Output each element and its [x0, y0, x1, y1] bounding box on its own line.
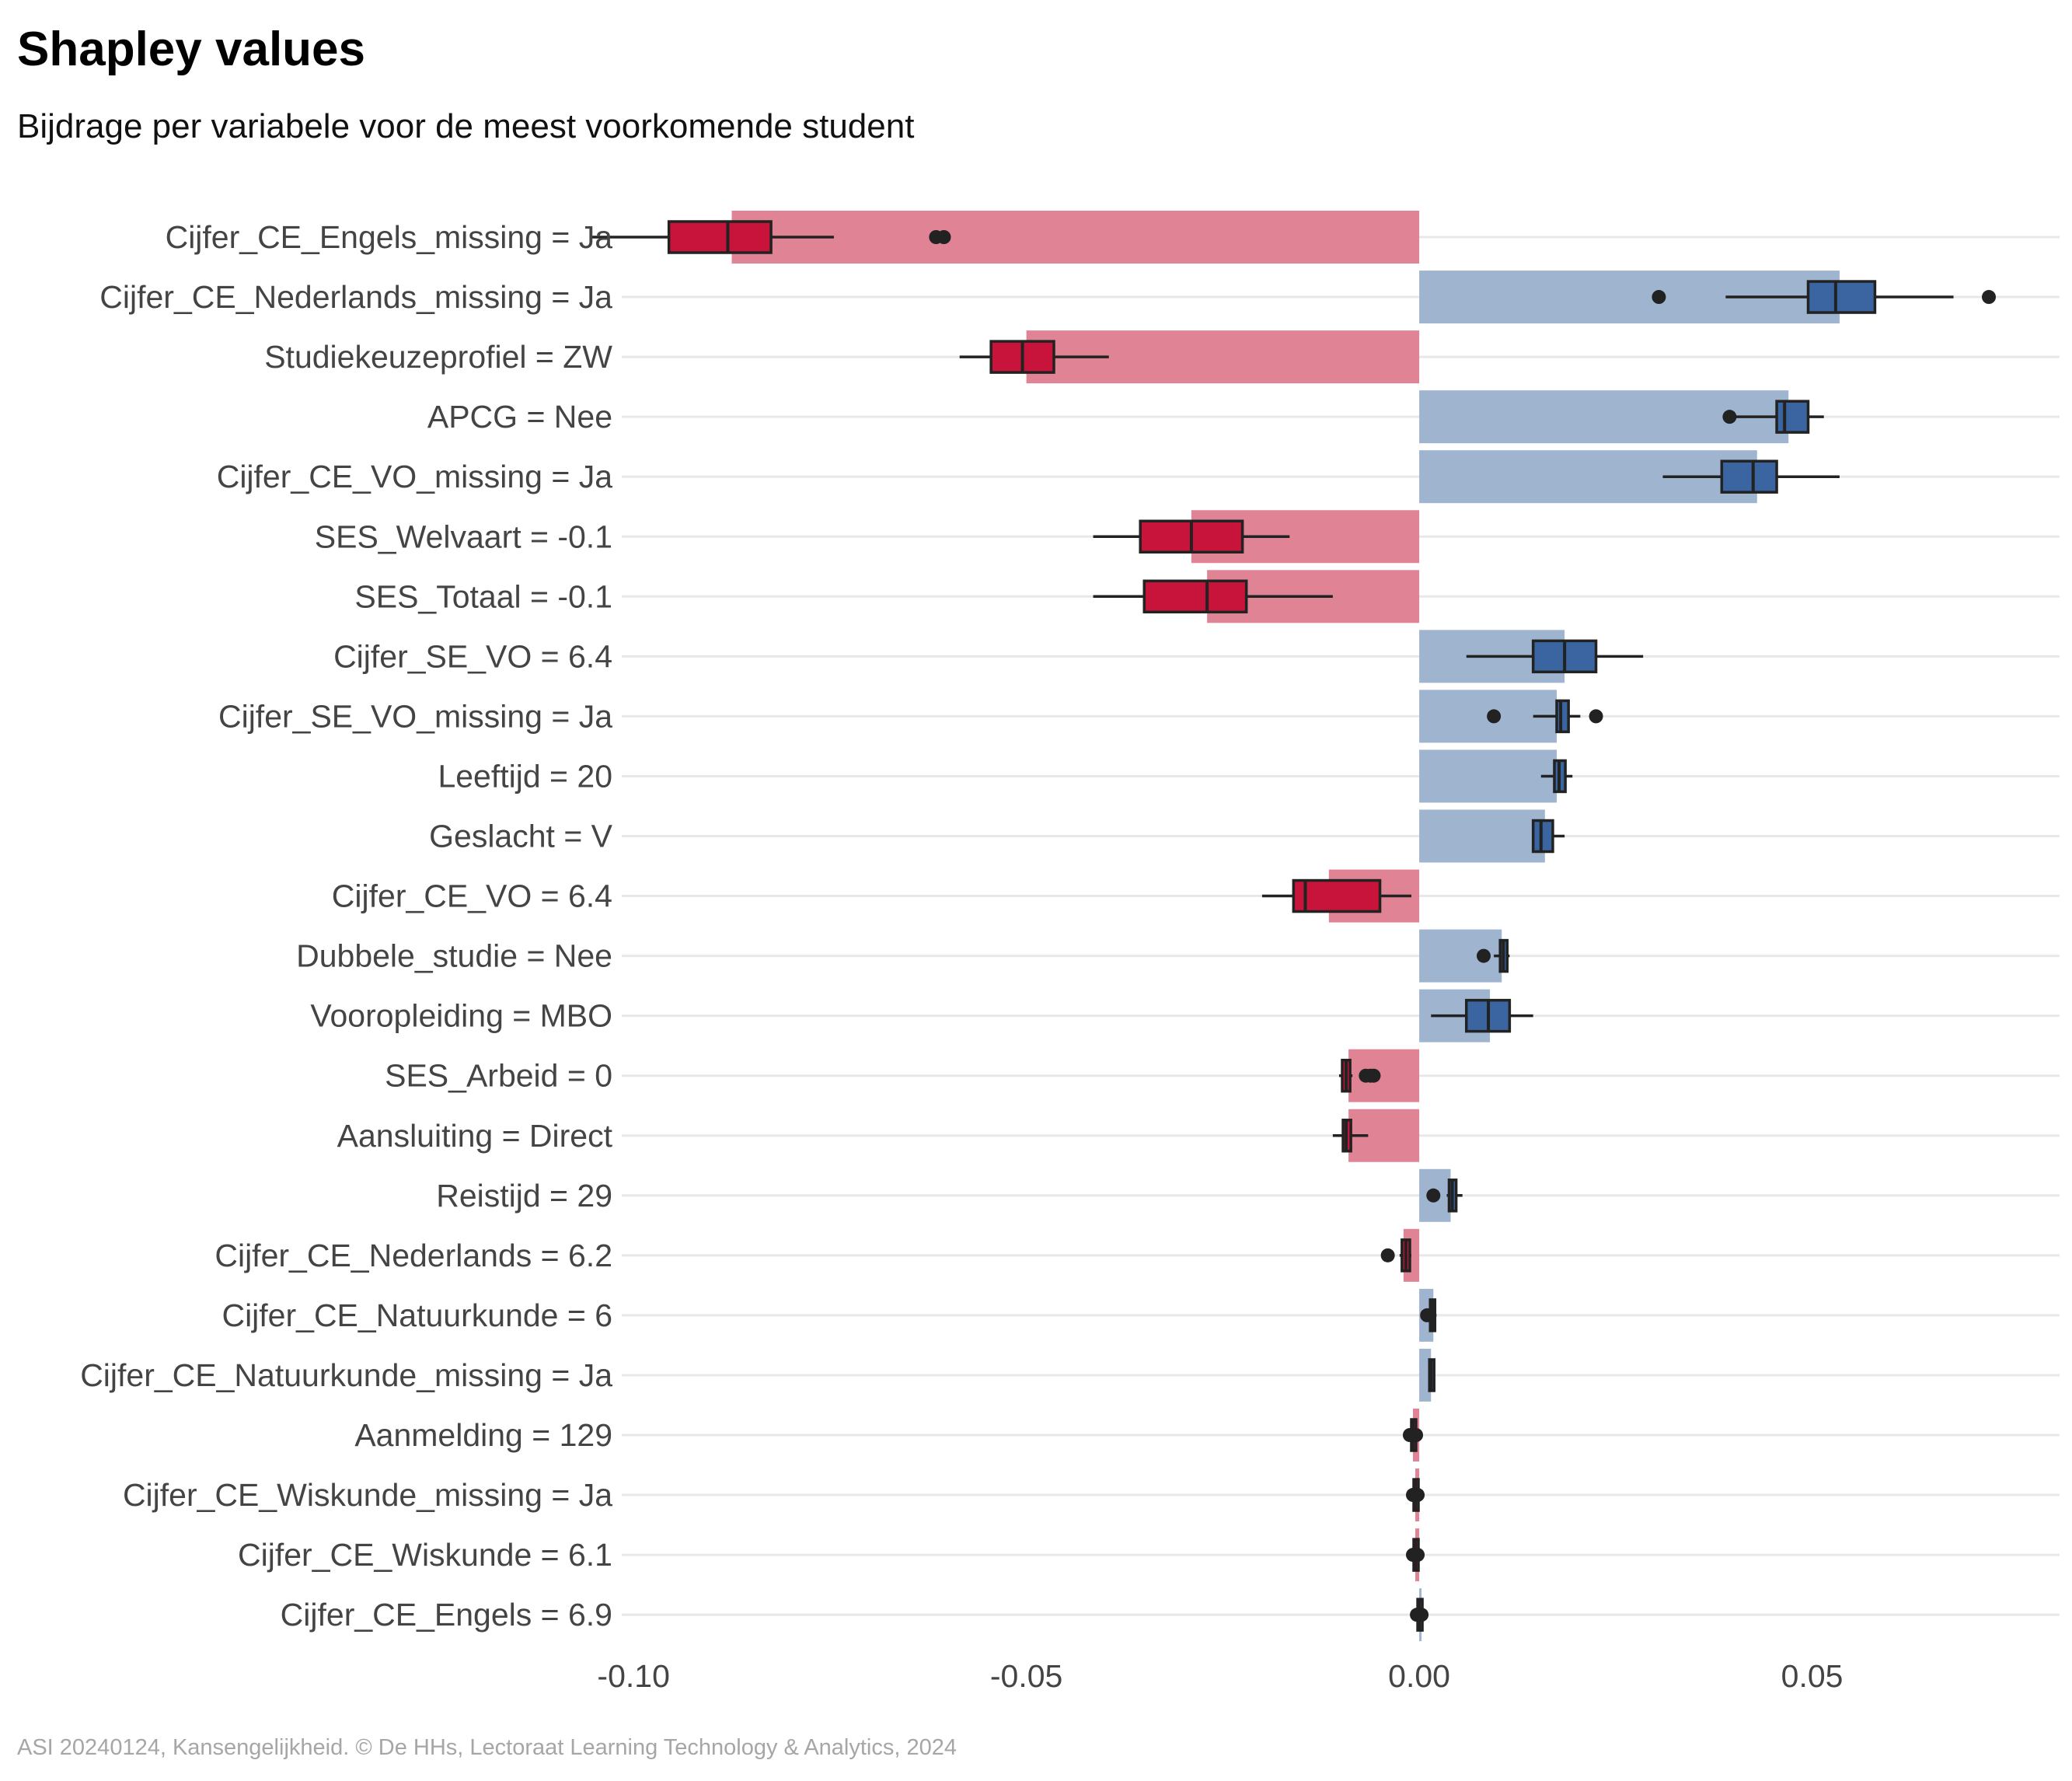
y-tick-label: Leeftijd = 20	[438, 758, 612, 794]
y-tick-label: Cijfer_CE_VO = 6.4	[332, 878, 612, 914]
gridlines	[622, 236, 2060, 1616]
box-outlier	[1409, 1428, 1424, 1442]
y-tick-label: Cijfer_SE_VO_missing = Ja	[218, 698, 612, 734]
y-tick-label: Cijfer_CE_Nederlands_missing = Ja	[99, 279, 612, 315]
bars	[731, 211, 1840, 1642]
x-axis-ticks: -0.10 -0.05 0.00 0.05	[597, 1658, 1843, 1694]
y-tick-label: Cijfer_CE_Natuurkunde_missing = Ja	[80, 1357, 612, 1393]
box-iqr	[1775, 400, 1810, 434]
box-outlier	[1652, 290, 1666, 305]
box-iqr	[1720, 459, 1778, 494]
y-tick-label: Reistijd = 29	[436, 1178, 612, 1214]
y-tick-label: Cijfer_CE_Engels = 6.9	[281, 1597, 612, 1633]
bar	[1419, 749, 1557, 803]
y-tick-label: Cijfer_SE_VO = 6.4	[333, 638, 612, 674]
y-tick-label: Cijfer_CE_Engels_missing = Ja	[166, 219, 613, 255]
box-outlier	[1366, 1068, 1381, 1083]
box-outlier	[1420, 1308, 1435, 1322]
box-iqr	[1142, 579, 1248, 614]
chart-title: Shapley values	[17, 23, 366, 76]
box-outlier	[1411, 1488, 1425, 1503]
box-iqr	[1292, 878, 1382, 913]
box-iqr	[1806, 280, 1877, 314]
y-tick-label: Aansluiting = Direct	[337, 1118, 613, 1154]
y-tick-label: Cijfer_CE_VO_missing = Ja	[217, 459, 612, 494]
x-tick-label: -0.05	[990, 1658, 1062, 1694]
bar	[1419, 809, 1545, 863]
bar	[731, 211, 1420, 264]
box-iqr	[667, 220, 773, 254]
box-outlier	[1411, 1548, 1425, 1563]
y-tick-label: SES_Welvaart = -0.1	[315, 519, 612, 554]
box-outlier	[1589, 709, 1603, 724]
y-tick-label: Vooropleiding = MBO	[310, 998, 612, 1034]
y-tick-label: SES_Arbeid = 0	[385, 1058, 612, 1094]
bar	[1419, 1348, 1432, 1402]
box-outlier	[1476, 948, 1491, 963]
y-tick-label: Cijfer_CE_Natuurkunde = 6	[222, 1297, 612, 1333]
chart-subtitle: Bijdrage per variabele voor de meest voo…	[17, 107, 915, 145]
chart-caption: ASI 20240124, Kansengelijkheid. © De HHs…	[17, 1735, 957, 1760]
y-axis-labels: Cijfer_CE_Engels_missing = Ja Cijfer_CE_N…	[80, 219, 612, 1633]
boxplots	[590, 220, 1997, 1632]
box-outlier	[1426, 1188, 1441, 1203]
box-iqr	[1555, 699, 1570, 734]
y-tick-label: APCG = Nee	[427, 399, 612, 435]
box-outlier	[1414, 1608, 1429, 1622]
x-tick-label: -0.10	[597, 1658, 669, 1694]
y-tick-label: Dubbele_studie = Nee	[296, 938, 612, 974]
y-tick-label: Cijfer_CE_Wiskunde_missing = Ja	[123, 1477, 612, 1513]
y-tick-label: Studiekeuzeprofiel = ZW	[264, 339, 612, 375]
y-tick-label: Aanmelding = 129	[354, 1417, 612, 1453]
box-outlier	[937, 230, 951, 244]
y-tick-label: Geslacht = V	[429, 819, 613, 854]
x-tick-label: 0.00	[1388, 1658, 1450, 1694]
box-outlier	[1487, 709, 1502, 724]
box-iqr	[1531, 819, 1554, 854]
box-outlier	[1722, 410, 1737, 424]
y-tick-label: Cijfer_CE_Nederlands = 6.2	[215, 1238, 612, 1273]
y-tick-label: SES_Totaal = -0.1	[354, 578, 612, 614]
y-tick-label: Cijfer_CE_Wiskunde = 6.1	[238, 1537, 612, 1573]
box-outlier	[1982, 290, 1997, 305]
x-tick-label: 0.05	[1781, 1658, 1844, 1694]
box-outlier	[1380, 1248, 1395, 1262]
